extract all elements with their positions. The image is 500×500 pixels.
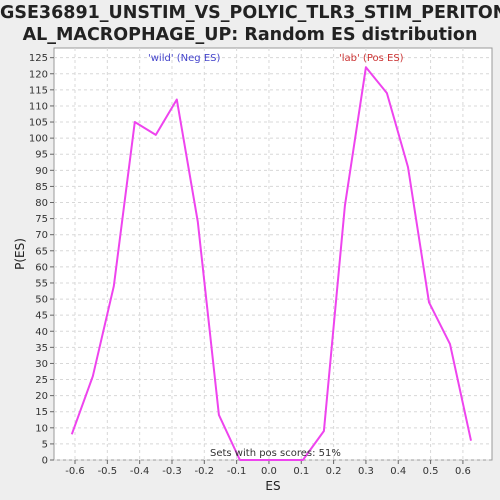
x-tick-label: -0.6 — [65, 466, 85, 477]
x-tick-label: -0.1 — [227, 466, 247, 477]
y-tick-label: 0 — [42, 456, 48, 467]
x-tick-label: -0.4 — [130, 466, 150, 477]
grid-lines — [54, 48, 492, 461]
x-tick-label: 0.3 — [358, 466, 374, 477]
y-tick-label: 60 — [35, 262, 48, 273]
y-tick-label: 125 — [29, 53, 48, 64]
plot-area — [53, 47, 493, 461]
y-tick-label: 20 — [35, 391, 48, 402]
es-distribution-line — [70, 66, 472, 461]
y-tick-label: 75 — [35, 214, 48, 225]
y-tick-label: 105 — [29, 118, 48, 129]
y-tick-label: 115 — [29, 85, 48, 96]
y-tick-label: 85 — [35, 182, 48, 193]
neg-es-label: 'wild' (Neg ES) — [148, 53, 220, 64]
y-tick-label: 10 — [35, 423, 48, 434]
x-tick-label: 0.1 — [293, 466, 309, 477]
y-tick-label: 110 — [29, 101, 48, 112]
y-tick-label: 90 — [35, 166, 48, 177]
x-tick-label: 0.4 — [390, 466, 406, 477]
x-tick-label: 0.2 — [326, 466, 342, 477]
y-tick-label: 5 — [42, 439, 48, 450]
y-tick-label: 50 — [35, 295, 48, 306]
x-axis-label: ES — [265, 479, 280, 493]
y-tick-label: 40 — [35, 327, 48, 338]
y-tick-label: 120 — [29, 69, 48, 80]
y-tick-label: 70 — [35, 230, 48, 241]
y-tick-label: 30 — [35, 359, 48, 370]
y-tick-label: 35 — [35, 343, 48, 354]
x-tick-label: 0.5 — [423, 466, 439, 477]
x-tick-label: -0.5 — [98, 466, 118, 477]
chart-title-line-1: GSE36891_UNSTIM_VS_POLYIC_TLR3_STIM_PERI… — [0, 3, 500, 23]
y-tick-label: 100 — [29, 134, 48, 145]
x-tick-label: 0.0 — [261, 466, 277, 477]
y-tick-label: 80 — [35, 198, 48, 209]
y-tick-label: 45 — [35, 311, 48, 322]
series-layer — [70, 66, 472, 461]
y-tick-label: 95 — [35, 150, 48, 161]
x-tick-label: -0.2 — [195, 466, 215, 477]
x-tick-label: 0.6 — [455, 466, 471, 477]
x-tick-label: -0.3 — [162, 466, 182, 477]
y-tick-label: 15 — [35, 407, 48, 418]
y-axis-label: P(ES) — [13, 238, 27, 270]
y-tick-label: 55 — [35, 278, 48, 289]
chart-title-line-2: AL_MACROPHAGE_UP: Random ES distribution — [22, 25, 478, 45]
y-tick-label: 65 — [35, 246, 48, 257]
pos-es-label: 'lab' (Pos ES) — [339, 53, 404, 64]
chart-title: GSE36891_UNSTIM_VS_POLYIC_TLR3_STIM_PERI… — [0, 2, 500, 46]
axes: -0.6 -0.5 -0.4 -0.3 -0.2 -0.1 0.0 0.1 0.2 0.3 0.4 0… — [29, 53, 471, 477]
pos-score-label: Sets with pos scores: 51% — [210, 448, 341, 459]
y-tick-label: 25 — [35, 375, 48, 386]
